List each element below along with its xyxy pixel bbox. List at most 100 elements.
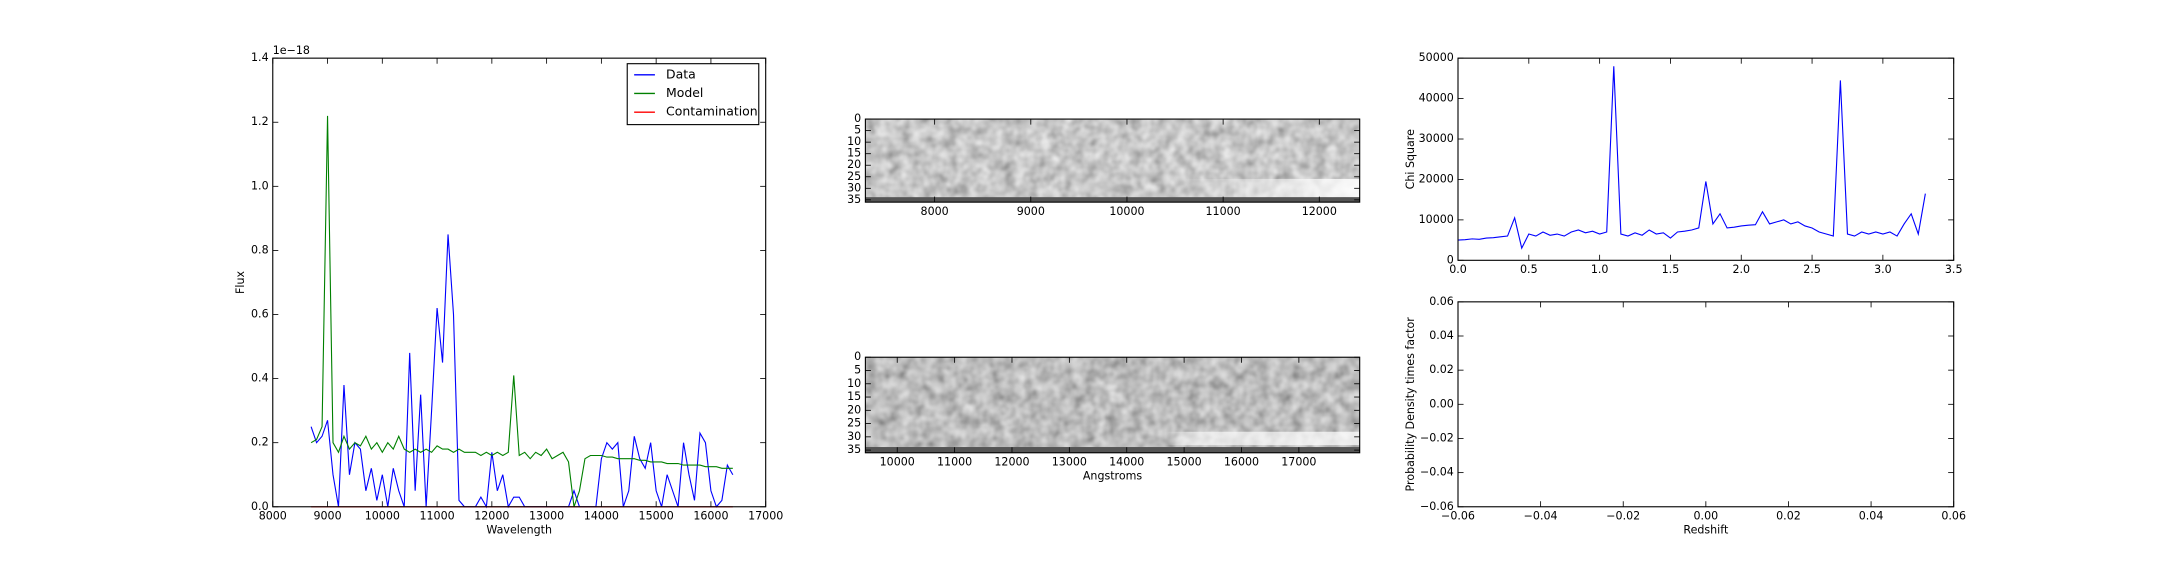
x-tick-label: 12000 xyxy=(474,509,509,522)
offset-text: 1e−18 xyxy=(273,44,310,57)
y-tick-label: 5 xyxy=(854,364,861,377)
y-tick-label: 20000 xyxy=(1419,172,1454,185)
x-tick-label: 16000 xyxy=(693,509,728,522)
y-tick-label: 25 xyxy=(847,170,861,183)
x-tick-label: 13000 xyxy=(1052,455,1087,468)
y-tick-label: 1.2 xyxy=(251,115,269,128)
x-tick-label: 11000 xyxy=(937,455,972,468)
data-line xyxy=(310,115,733,507)
x-tick-label: 17000 xyxy=(748,509,783,522)
x-tick-label: 8000 xyxy=(921,205,949,218)
contamination-glow xyxy=(1161,431,1360,446)
x-tick-label: 10000 xyxy=(365,509,400,522)
legend-label: Contamination xyxy=(666,104,758,119)
image-bottom-strip xyxy=(865,447,1360,453)
x-tick-label: 1.5 xyxy=(1662,263,1680,276)
y-tick-label: 0.4 xyxy=(251,372,269,385)
y-tick-label: −0.04 xyxy=(1420,466,1454,479)
y-tick-label: 35 xyxy=(847,443,861,456)
y-tick-label: 10 xyxy=(847,135,861,148)
x-tick-label: 11000 xyxy=(1206,205,1241,218)
y-tick-label: 35 xyxy=(847,193,861,206)
y-tick-label: 0 xyxy=(854,350,861,363)
x-tick-label: 2.5 xyxy=(1803,263,1821,276)
y-tick-label: 0.02 xyxy=(1429,363,1454,376)
x-tick-label: 9000 xyxy=(313,509,341,522)
x-tick-label: 15000 xyxy=(639,509,674,522)
x-axis-label: Angstroms xyxy=(1083,469,1143,482)
y-tick-label: 30 xyxy=(847,181,861,194)
x-tick-label: −0.06 xyxy=(1441,509,1475,522)
image-bottom-strip xyxy=(865,197,1360,203)
x-axis-label: Redshift xyxy=(1683,523,1729,536)
legend-label: Data xyxy=(666,66,696,81)
y-tick-label: 0.6 xyxy=(251,308,269,321)
y-tick-label: 0.8 xyxy=(251,243,269,256)
y-axis-label: Probability Density times factor xyxy=(1404,317,1417,492)
contamination-glow xyxy=(1171,178,1360,198)
y-tick-label: 20 xyxy=(847,403,861,416)
x-tick-label: 0.5 xyxy=(1520,263,1538,276)
x-tick-label: 10000 xyxy=(1109,205,1144,218)
x-tick-label: 0.02 xyxy=(1776,509,1801,522)
x-tick-label: 0.0 xyxy=(1449,263,1467,276)
y-tick-label: 20 xyxy=(847,158,861,171)
y-tick-label: 0.00 xyxy=(1429,397,1454,410)
x-tick-label: 16000 xyxy=(1224,455,1259,468)
y-tick-label: 0.04 xyxy=(1429,329,1454,342)
x-tick-label: 17000 xyxy=(1281,455,1316,468)
x-tick-label: 1.0 xyxy=(1591,263,1609,276)
x-tick-label: −0.04 xyxy=(1524,509,1558,522)
x-axis-label: Wavelength xyxy=(486,523,552,536)
y-axis-label: Flux xyxy=(234,271,247,294)
y-tick-label: 5 xyxy=(854,124,861,137)
data-line xyxy=(310,234,734,509)
data-line xyxy=(1457,66,1926,250)
legend: Data Model Contamination xyxy=(626,63,760,126)
y-tick-label: 25 xyxy=(847,417,861,430)
x-tick-label: 3.0 xyxy=(1874,263,1892,276)
y-tick-label: 30000 xyxy=(1419,132,1454,145)
y-tick-label: 1.0 xyxy=(251,179,269,192)
x-tick-label: 14000 xyxy=(1109,455,1144,468)
x-tick-label: 15000 xyxy=(1167,455,1202,468)
y-tick-label: 0 xyxy=(1447,253,1454,266)
x-tick-label: 9000 xyxy=(1017,205,1045,218)
y-tick-label: −0.06 xyxy=(1420,500,1454,513)
y-tick-label: 30 xyxy=(847,430,861,443)
y-tick-label: 40000 xyxy=(1419,92,1454,105)
axes-frame xyxy=(1457,301,1955,508)
x-tick-label: 12000 xyxy=(1302,205,1337,218)
x-tick-label: 10000 xyxy=(880,455,915,468)
y-tick-label: 10000 xyxy=(1419,213,1454,226)
y-axis-label: Chi Square xyxy=(1404,129,1417,189)
x-tick-label: 13000 xyxy=(529,509,564,522)
x-tick-label: 0.00 xyxy=(1694,509,1719,522)
x-tick-label: 0.04 xyxy=(1859,509,1884,522)
y-tick-label: 50000 xyxy=(1419,51,1454,64)
axes-frame xyxy=(272,57,767,508)
x-tick-label: 3.5 xyxy=(1945,263,1963,276)
axes-frame xyxy=(864,118,1361,203)
x-tick-label: 0.06 xyxy=(1941,509,1966,522)
axes-frame xyxy=(864,356,1361,454)
y-tick-label: −0.02 xyxy=(1420,431,1454,444)
x-tick-label: 12000 xyxy=(994,455,1029,468)
x-tick-label: −0.02 xyxy=(1606,509,1640,522)
x-tick-label: 14000 xyxy=(584,509,619,522)
y-tick-label: 0.2 xyxy=(251,436,269,449)
x-tick-label: 8000 xyxy=(259,509,287,522)
y-tick-label: 15 xyxy=(847,390,861,403)
y-tick-label: 10 xyxy=(847,377,861,390)
y-tick-label: 0 xyxy=(854,112,861,125)
legend-label: Model xyxy=(666,85,703,100)
y-tick-label: 1.4 xyxy=(251,51,269,64)
y-tick-label: 15 xyxy=(847,147,861,160)
x-tick-label: 2.0 xyxy=(1732,263,1750,276)
x-tick-label: 11000 xyxy=(419,509,454,522)
y-tick-label: 0.0 xyxy=(251,500,269,513)
y-tick-label: 0.06 xyxy=(1429,295,1454,308)
axes-frame xyxy=(1457,57,1955,261)
